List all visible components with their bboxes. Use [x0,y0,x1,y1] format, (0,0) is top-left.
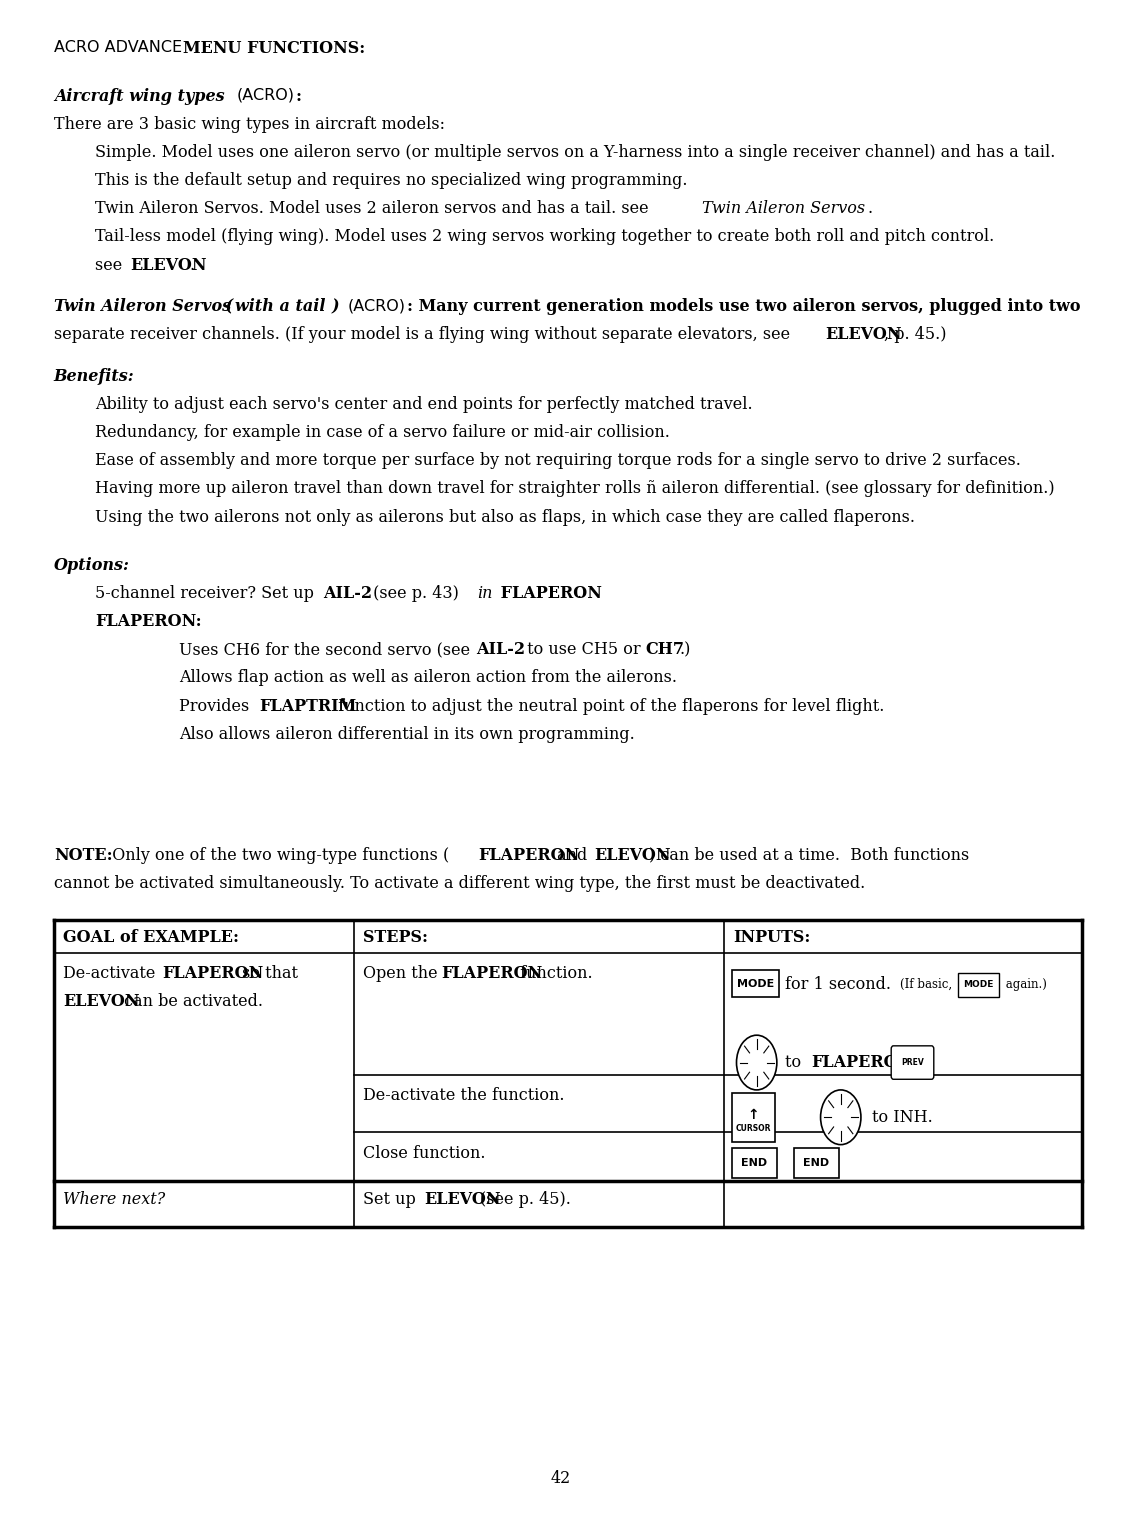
FancyBboxPatch shape [732,970,779,997]
Text: Provides: Provides [179,698,254,714]
Text: NOTE:: NOTE: [54,847,112,863]
Text: and: and [552,847,592,863]
Text: cannot be activated simultaneously. To activate a different wing type, the first: cannot be activated simultaneously. To a… [54,874,865,892]
Text: ELEVON: ELEVON [825,327,901,344]
Text: .: . [189,257,195,274]
Text: FLAPERON: FLAPERON [479,847,580,863]
Text: STEPS:: STEPS: [363,929,428,947]
Text: Close function.: Close function. [363,1145,485,1161]
FancyBboxPatch shape [891,1046,934,1079]
Text: CH7: CH7 [646,641,685,658]
Text: so that: so that [237,965,297,982]
Text: END: END [803,1158,830,1167]
FancyBboxPatch shape [732,1093,775,1142]
Text: function to adjust the neutral point of the flaperons for level flight.: function to adjust the neutral point of … [333,698,884,714]
Text: Allows flap action as well as aileron action from the ailerons.: Allows flap action as well as aileron ac… [179,669,677,687]
Text: There are 3 basic wing types in aircraft models:: There are 3 basic wing types in aircraft… [54,116,445,134]
Text: (ACRO): (ACRO) [348,298,406,313]
Text: Uses CH6 for the second servo (see: Uses CH6 for the second servo (see [179,641,475,658]
Text: FLAPERON:: FLAPERON: [95,613,202,631]
Text: MODE: MODE [736,979,775,988]
Text: Options:: Options: [54,556,130,575]
Text: Set up: Set up [363,1190,421,1208]
Text: 5-channel receiver? Set up: 5-channel receiver? Set up [95,585,319,602]
Text: ELEVON: ELEVON [63,994,139,1011]
Text: function.: function. [515,965,592,982]
Text: 42: 42 [550,1470,571,1487]
Circle shape [821,1090,861,1145]
Text: Twin Aileron Servos: Twin Aileron Servos [702,201,865,217]
Text: ELEVON: ELEVON [594,847,670,863]
Text: Using the two ailerons not only as ailerons but also as flaps, in which case the: Using the two ailerons not only as ailer… [95,509,915,526]
Text: GOAL of EXAMPLE:: GOAL of EXAMPLE: [63,929,239,947]
Text: Simple. Model uses one aileron servo (or multiple servos on a Y-harness into a s: Simple. Model uses one aileron servo (or… [95,144,1056,161]
Text: FLAPERON: FLAPERON [442,965,543,982]
Text: see: see [95,257,128,274]
Text: to: to [785,1053,806,1072]
Text: (ACRO): (ACRO) [237,88,295,103]
Text: can be activated.: can be activated. [119,994,262,1011]
Text: Ability to adjust each servo's center and end points for perfectly matched trave: Ability to adjust each servo's center an… [95,397,753,413]
FancyBboxPatch shape [794,1148,839,1178]
Text: END: END [741,1158,768,1167]
Text: again.): again.) [1002,979,1047,991]
Text: Open the: Open the [363,965,443,982]
Text: MODE: MODE [963,980,994,990]
Text: Tail-less model (flying wing). Model uses 2 wing servos working together to crea: Tail-less model (flying wing). Model use… [95,228,994,246]
Text: FLAPERON.: FLAPERON. [812,1053,917,1072]
Text: for 1 second.: for 1 second. [785,976,891,993]
Text: (If basic,: (If basic, [900,979,956,991]
Text: , p. 45.): , p. 45.) [884,327,947,344]
Text: ) can be used at a time.  Both functions: ) can be used at a time. Both functions [649,847,970,863]
Text: .): .) [679,641,691,658]
Text: AIL-2: AIL-2 [476,641,526,658]
Text: FLAPERON: FLAPERON [163,965,263,982]
Text: De-activate the function.: De-activate the function. [363,1087,565,1104]
Text: PREV: PREV [901,1058,924,1067]
FancyBboxPatch shape [958,973,999,997]
Text: ): ) [332,298,345,315]
Text: Twin Aileron Servos: Twin Aileron Servos [54,298,231,315]
Text: De-activate: De-activate [63,965,160,982]
Text: This is the default setup and requires no specialized wing programming.: This is the default setup and requires n… [95,172,688,190]
Text: INPUTS:: INPUTS: [733,929,810,947]
Text: to use CH5 or: to use CH5 or [522,641,641,658]
Text: (see p. 43): (see p. 43) [368,585,464,602]
Text: .: . [868,201,873,217]
Text: FLAPERON: FLAPERON [495,585,602,602]
Text: .: . [576,585,582,602]
Text: Where next?: Where next? [63,1190,165,1208]
Text: CURSOR: CURSOR [735,1125,771,1134]
Text: Aircraft wing types: Aircraft wing types [54,88,230,105]
Text: Redundancy, for example in case of a servo failure or mid-air collision.: Redundancy, for example in case of a ser… [95,424,670,441]
Text: Twin Aileron Servos. Model uses 2 aileron servos and has a tail. see: Twin Aileron Servos. Model uses 2 ailero… [95,201,654,217]
Text: Having more up aileron travel than down travel for straighter rolls ñ aileron di: Having more up aileron travel than down … [95,480,1055,497]
Text: Only one of the two wing-type functions (: Only one of the two wing-type functions … [102,847,450,863]
Text: Ease of assembly and more torque per surface by not requiring torque rods for a : Ease of assembly and more torque per sur… [95,453,1021,470]
Text: ACRO ADVANCE: ACRO ADVANCE [54,40,187,55]
Text: Benefits:: Benefits: [54,368,135,385]
Text: : Many current generation models use two aileron servos, plugged into two: : Many current generation models use two… [407,298,1081,315]
Text: Also allows aileron differential in its own programming.: Also allows aileron differential in its … [179,725,636,743]
Text: to INH.: to INH. [872,1108,933,1126]
FancyBboxPatch shape [732,1148,777,1178]
Text: ELEVON: ELEVON [130,257,206,274]
Text: ↑: ↑ [748,1108,759,1122]
Text: (: ( [220,298,233,315]
Text: MENU FUNCTIONS:: MENU FUNCTIONS: [183,40,365,56]
Text: in: in [478,585,493,602]
Text: ELEVON: ELEVON [424,1190,500,1208]
Text: AIL-2: AIL-2 [323,585,372,602]
Text: :: : [296,88,302,105]
Text: with a tail: with a tail [235,298,326,315]
Text: FLAPTRIM: FLAPTRIM [259,698,356,714]
Text: (see p. 45).: (see p. 45). [480,1190,571,1208]
Circle shape [736,1035,777,1090]
Text: separate receiver channels. (If your model is a flying wing without separate ele: separate receiver channels. (If your mod… [54,327,795,344]
